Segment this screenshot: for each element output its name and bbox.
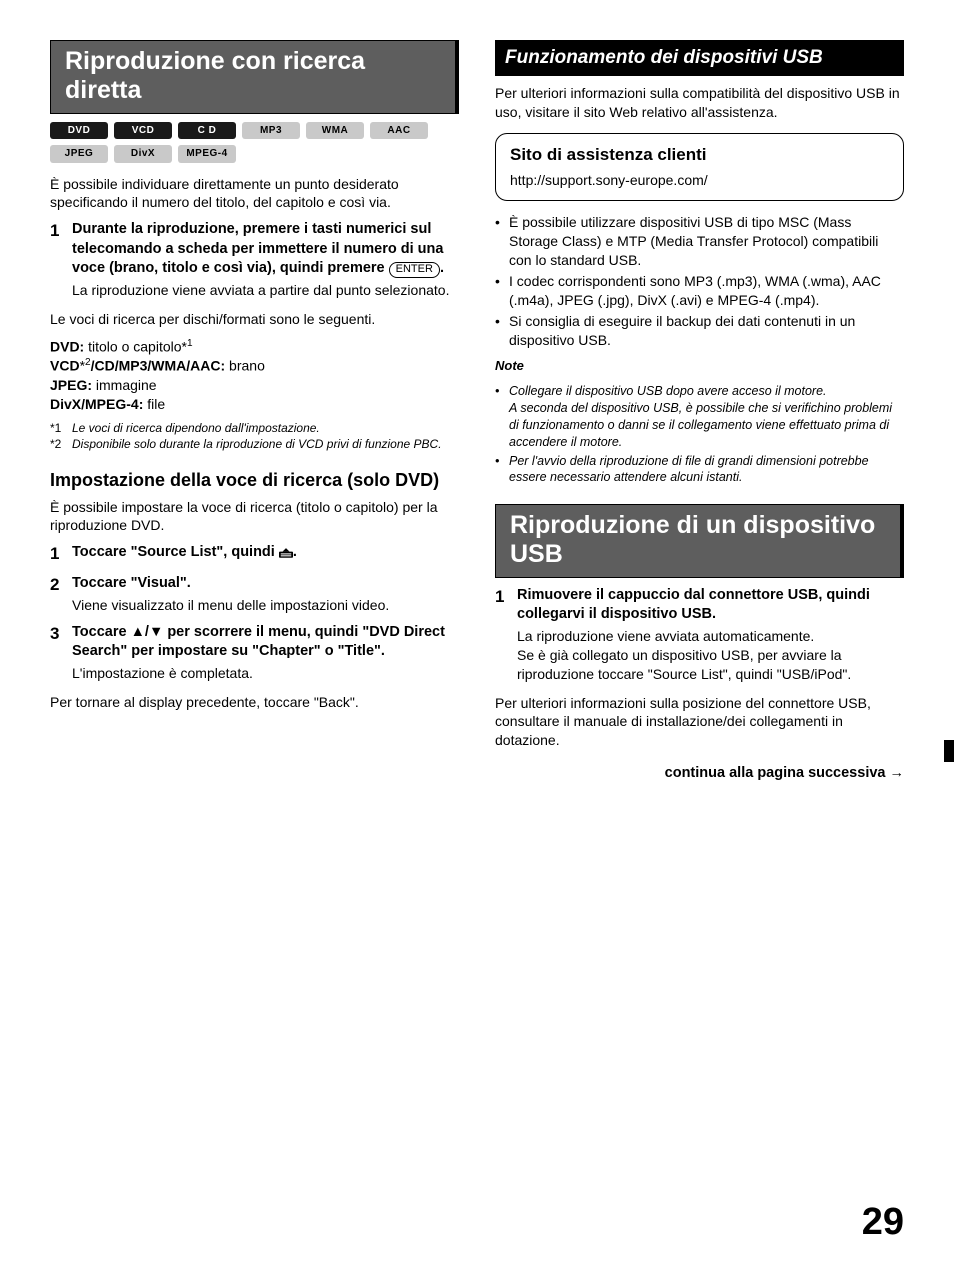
- callout-title: Sito di assistenza clienti: [510, 144, 889, 167]
- badge-jpeg: JPEG: [50, 145, 108, 163]
- note-list: Collegare il dispositivo USB dopo avere …: [495, 383, 904, 486]
- step-title-a: Durante la riproduzione, premere i tasti…: [72, 221, 443, 276]
- footnotes: *1Le voci di ricerca dipendono dall'impo…: [50, 420, 459, 452]
- fmt-jpeg-val: immagine: [92, 377, 157, 393]
- step-title: Toccare "Visual".: [72, 574, 459, 594]
- search-items-intro: Le voci di ricerca per dischi/formati so…: [50, 310, 459, 329]
- settings-icon: [279, 547, 293, 558]
- fmt-dvd-val: titolo o capitolo*: [84, 338, 187, 354]
- support-url: http://support.sony-europe.com/: [510, 171, 889, 190]
- fn-mark-2: *2: [50, 436, 72, 452]
- fmt-divx-key: DivX/MPEG-4:: [50, 396, 143, 412]
- back-instruction: Per tornare al display precedente, tocca…: [50, 693, 459, 712]
- page-number: 29: [862, 1197, 904, 1248]
- fmt-vcd-key: VCD: [50, 358, 80, 374]
- step-body: Durante la riproduzione, premere i tasti…: [72, 220, 459, 300]
- step-number: 1: [50, 543, 72, 566]
- step-title: Toccare "Source List", quindi .: [72, 543, 459, 566]
- fmt-vcd-val: brano: [225, 358, 265, 374]
- fmt-vcd-key2: /CD/MP3/WMA/AAC:: [91, 358, 226, 374]
- step-1: 1 Durante la riproduzione, premere i tas…: [50, 220, 459, 300]
- enter-key-label: ENTER: [389, 262, 440, 277]
- format-list: DVD: titolo o capitolo*1 VCD*2/CD/MP3/WM…: [50, 337, 459, 414]
- subhead-search-setting: Impostazione della voce di ricerca (solo…: [50, 470, 459, 492]
- bullet-item: Si consiglia di eseguire il backup dei d…: [509, 312, 904, 350]
- intro-text: È possibile individuare direttamente un …: [50, 175, 459, 213]
- badge-dvd: DVD: [50, 122, 108, 140]
- note-item: Per l'avvio della riproduzione di file d…: [509, 453, 904, 487]
- usb-intro: Per ulteriori informazioni sulla compati…: [495, 84, 904, 122]
- step-description: La riproduzione viene avviata a partire …: [72, 281, 459, 300]
- note-item: Collegare il dispositivo USB dopo avere …: [509, 383, 904, 451]
- step-body: Toccare "Visual". Viene visualizzato il …: [72, 574, 459, 614]
- badge-aac: AAC: [370, 122, 428, 140]
- section-header-usb-playback: Riproduzione di un dispositivo USB: [495, 504, 904, 578]
- usb-outro: Per ulteriori informazioni sulla posizio…: [495, 694, 904, 751]
- usb-step-1: 1 Rimuovere il cappuccio dal connettore …: [495, 586, 904, 684]
- sup-1: 1: [187, 338, 193, 349]
- fmt-dvd-key: DVD:: [50, 338, 84, 354]
- badge-mpeg4: MPEG-4: [178, 145, 236, 163]
- note-heading: Note: [495, 357, 904, 375]
- step-title: Rimuovere il cappuccio dal connettore US…: [517, 586, 904, 625]
- step-description: L'impostazione è completata.: [72, 664, 459, 683]
- step-title: Durante la riproduzione, premere i tasti…: [72, 220, 459, 279]
- footnote-1: Le voci di ricerca dipendono dall'impost…: [72, 420, 320, 436]
- step-number: 1: [50, 220, 72, 300]
- badge-vcd: VCD: [114, 122, 172, 140]
- setting-step-3: 3 Toccare ▲/▼ per scorrere il menu, quin…: [50, 623, 459, 683]
- step-number: 3: [50, 623, 72, 683]
- note-1b: A seconda del dispositivo USB, è possibi…: [509, 401, 892, 449]
- section-header-direct-search: Riproduzione con ricerca diretta: [50, 40, 459, 114]
- note-1a: Collegare il dispositivo USB dopo avere …: [509, 384, 827, 398]
- badge-mp3: MP3: [242, 122, 300, 140]
- badge-divx: DivX: [114, 145, 172, 163]
- step-title: Toccare ▲/▼ per scorrere il menu, quindi…: [72, 623, 459, 662]
- badge-cd: C D: [178, 122, 236, 140]
- setting-step-1: 1 Toccare "Source List", quindi .: [50, 543, 459, 566]
- support-callout: Sito di assistenza clienti http://suppor…: [495, 133, 904, 201]
- s1-text: Toccare "Source List", quindi: [72, 544, 279, 560]
- two-column-layout: Riproduzione con ricerca diretta DVD VCD…: [50, 40, 904, 784]
- format-badges: DVD VCD C D MP3 WMA AAC JPEG DivX MPEG-4: [50, 122, 459, 163]
- fmt-divx-val: file: [143, 396, 165, 412]
- subhead-intro: È possibile impostare la voce di ricerca…: [50, 498, 459, 536]
- badge-wma: WMA: [306, 122, 364, 140]
- step-body: Toccare ▲/▼ per scorrere il menu, quindi…: [72, 623, 459, 683]
- step-title-b: .: [440, 260, 444, 276]
- s1-suffix: .: [293, 544, 297, 560]
- step-description: La riproduzione viene avviata automatica…: [517, 627, 904, 684]
- step-body: Rimuovere il cappuccio dal connettore US…: [517, 586, 904, 684]
- footnote-2: Disponibile solo durante la riproduzione…: [72, 436, 442, 452]
- usb-operation-banner: Funzionamento dei dispositivi USB: [495, 40, 904, 76]
- fn-mark-1: *1: [50, 420, 72, 436]
- fmt-jpeg-key: JPEG:: [50, 377, 92, 393]
- continue-next-page: continua alla pagina successiva →: [495, 764, 904, 784]
- left-column: Riproduzione con ricerca diretta DVD VCD…: [50, 40, 459, 784]
- right-column: Funzionamento dei dispositivi USB Per ul…: [495, 40, 904, 784]
- step-description: Viene visualizzato il menu delle imposta…: [72, 596, 459, 615]
- bullet-item: È possibile utilizzare dispositivi USB d…: [509, 213, 904, 270]
- step-number: 2: [50, 574, 72, 614]
- usb-feature-list: È possibile utilizzare dispositivi USB d…: [495, 213, 904, 349]
- setting-step-2: 2 Toccare "Visual". Viene visualizzato i…: [50, 574, 459, 614]
- edge-tab-marker: [944, 740, 954, 762]
- bullet-item: I codec corrispondenti sono MP3 (.mp3), …: [509, 272, 904, 310]
- step-number: 1: [495, 586, 517, 684]
